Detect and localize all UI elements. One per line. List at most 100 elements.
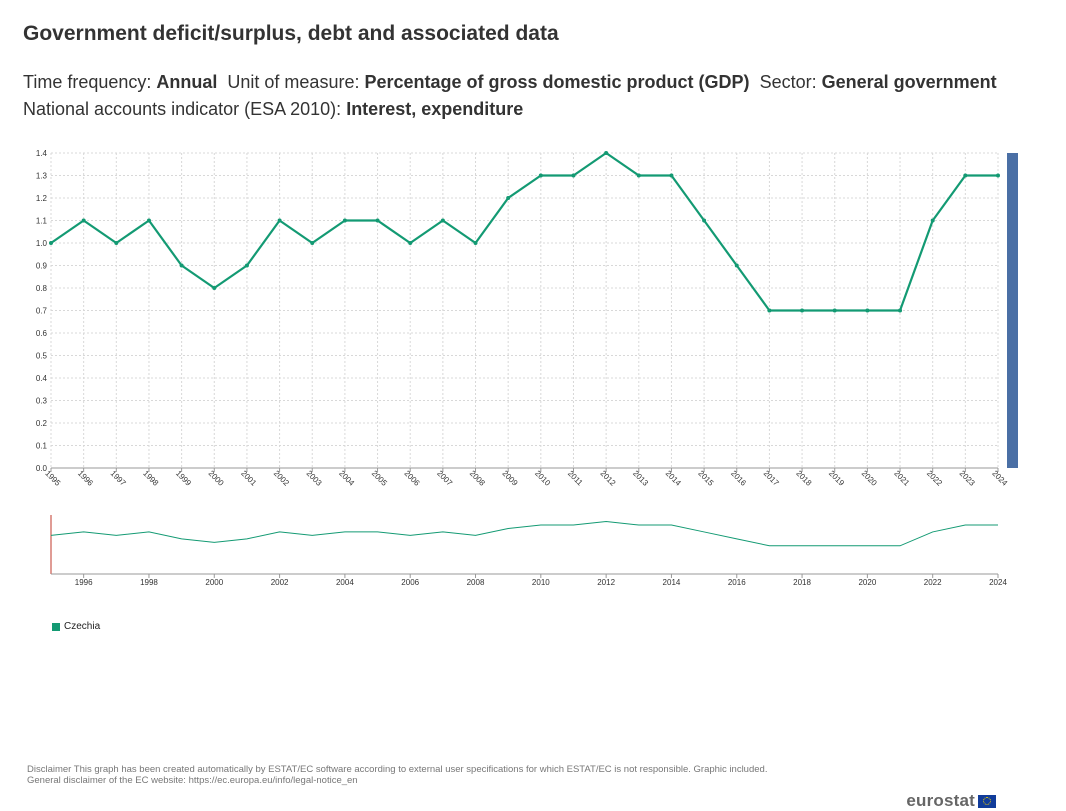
y-tick-label: 0.5 [36, 352, 48, 361]
x-tick-label: 2011 [566, 469, 585, 488]
data-point [342, 218, 347, 223]
data-point [81, 218, 86, 223]
series-czechia [49, 151, 1000, 313]
subtitle-value: General government [821, 72, 997, 92]
x-tick-label: 1997 [109, 469, 128, 488]
x-tick-label: 2017 [762, 469, 781, 488]
data-point [832, 308, 837, 313]
navigator-tick-label: 2000 [205, 578, 223, 587]
data-point [996, 173, 1000, 178]
x-tick-label: 2019 [827, 469, 846, 488]
y-tick-label: 1.4 [36, 149, 48, 158]
x-tick-label: 2021 [892, 469, 911, 488]
x-tick-label: 2009 [500, 469, 519, 488]
navigator-line [50, 521, 998, 547]
disclaimer-line-1: Disclaimer This graph has been created a… [27, 764, 768, 775]
data-point [146, 218, 151, 223]
x-tick-label: 2005 [370, 469, 389, 488]
x-tick-label: 2023 [958, 469, 977, 488]
navigator-tick-label: 1998 [140, 578, 158, 587]
y-tick-label: 0.7 [36, 307, 48, 316]
disclaimer-line-2: General disclaimer of the EC website: ht… [27, 775, 358, 786]
logo-text: eurostat [906, 791, 975, 810]
legend[interactable]: Czechia [52, 621, 100, 632]
data-point [930, 218, 935, 223]
legend-swatch-czechia [52, 622, 60, 631]
data-point [636, 173, 641, 178]
y-tick-label: 1.2 [36, 194, 48, 203]
x-tick-label: 2010 [533, 469, 552, 488]
subtitle-line-1: Time frequency: Annual Unit of measure: … [23, 72, 997, 93]
x-tick-label: 2018 [794, 469, 813, 488]
y-tick-label: 0.9 [36, 262, 48, 271]
subtitle-value: Interest, expenditure [346, 99, 524, 119]
navigator-tick-label: 2020 [858, 578, 876, 587]
x-tick-label: 2020 [860, 469, 879, 488]
x-tick-label: 2001 [239, 469, 258, 488]
data-point [375, 218, 380, 223]
navigator-tick-label: 2016 [728, 578, 746, 587]
data-point [800, 308, 805, 313]
x-tick-label: 1995 [43, 469, 62, 488]
subtitle-label: National accounts indicator (ESA 2010): [23, 99, 347, 119]
x-tick-label: 1999 [174, 469, 193, 488]
navigator-tick-label: 1996 [75, 578, 93, 587]
navigator-tick-label: 2004 [336, 578, 354, 587]
x-tick-label: 2007 [435, 469, 454, 488]
x-tick-label: 2003 [305, 469, 324, 488]
data-point [310, 241, 315, 245]
data-point [734, 263, 739, 268]
x-tick-label: 2015 [696, 469, 715, 488]
subtitle-line-2: National accounts indicator (ESA 2010): … [23, 99, 523, 120]
navigator-tick-label: 2008 [467, 578, 485, 587]
data-point [963, 173, 968, 178]
y-tick-label: 0.1 [36, 442, 48, 451]
data-point [49, 241, 53, 245]
chart-area: 0.0 0.1 0.2 0.3 0.4 0.5 0.6 0.7 0.8 0.9 1.0 1.1 1.2 1… [36, 149, 1018, 587]
vertical-scrollbar[interactable] [1007, 153, 1018, 468]
x-tick-label: 2014 [664, 469, 683, 488]
y-tick-label: 1.1 [36, 217, 48, 226]
x-tick-label: 2000 [207, 469, 226, 488]
data-point [408, 241, 413, 245]
data-point [604, 151, 609, 155]
navigator-tick-label: 2006 [401, 578, 419, 587]
navigator-tick-label: 2012 [597, 578, 615, 587]
data-point [767, 308, 772, 313]
data-point [538, 173, 543, 178]
subtitle-value: Percentage of gross domestic product (GD… [364, 72, 750, 92]
series-line [50, 151, 998, 312]
x-tick-label: 2008 [468, 469, 487, 488]
y-tick-label: 0.3 [36, 397, 48, 406]
y-axis: 0.0 0.1 0.2 0.3 0.4 0.5 0.6 0.7 0.8 0.9 1.0 1.1 1.2 1… [36, 149, 48, 473]
y-tick-label: 0.4 [36, 374, 48, 383]
y-tick-label: 1.3 [36, 172, 48, 181]
eurostat-logo: eurostat [906, 791, 996, 811]
eu-flag-icon [978, 794, 996, 808]
x-axis: 1995 1996 1997 1998 1999 2000 2001 2002 2003 2004… [43, 467, 1010, 488]
x-tick-label: 2016 [729, 469, 748, 488]
navigator-tick-label: 2014 [663, 578, 681, 587]
data-point [898, 308, 903, 313]
chart-title: Government deficit/surplus, debt and ass… [23, 22, 559, 45]
navigator-tick-label: 2010 [532, 578, 550, 587]
y-tick-label: 0.8 [36, 284, 48, 293]
subtitle-value: Annual [156, 72, 218, 92]
data-point [277, 218, 282, 223]
range-navigator[interactable]: 1996 1998 2000 2002 2004 2006 2008 2010 2012 2014… [50, 515, 1007, 587]
subtitle-label: Sector: [759, 72, 822, 92]
disclaimer: Disclaimer This graph has been created a… [27, 764, 767, 786]
x-tick-label: 2012 [598, 469, 617, 488]
data-point [473, 241, 478, 245]
x-tick-label: 2006 [403, 469, 422, 488]
navigator-tick-label: 2024 [989, 578, 1007, 587]
data-point [212, 286, 217, 290]
y-tick-label: 0.2 [36, 419, 48, 428]
x-tick-label: 2024 [990, 469, 1009, 488]
x-tick-label: 2013 [631, 469, 650, 488]
legend-label-czechia: Czechia [64, 621, 101, 632]
subtitle-label: Time frequency: [23, 72, 157, 92]
data-point [244, 263, 249, 268]
y-tick-label: 0.0 [36, 464, 48, 473]
data-point [571, 173, 576, 178]
